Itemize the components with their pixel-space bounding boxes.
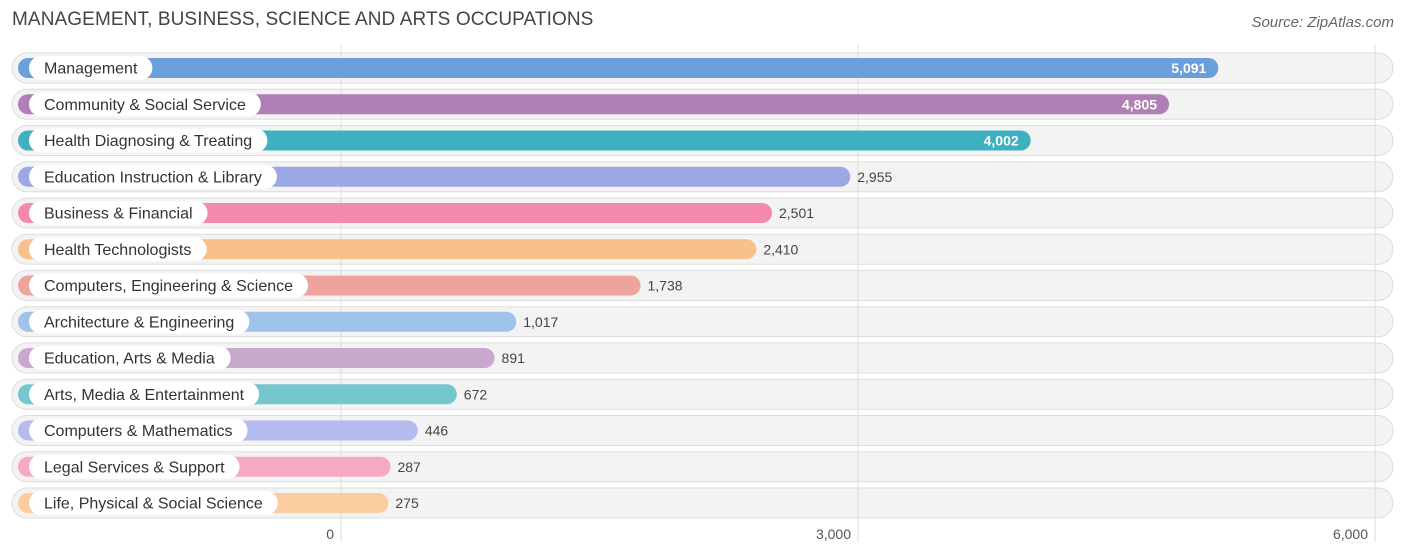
- category-label: Health Diagnosing & Treating: [44, 133, 252, 150]
- value-label: 1,738: [648, 278, 683, 294]
- category-label-pill: [29, 128, 268, 153]
- value-label: 4,805: [1122, 96, 1157, 112]
- value-label: 5,091: [1171, 60, 1206, 76]
- category-label: Health Technologists: [44, 242, 191, 259]
- category-label-pill: [29, 237, 207, 262]
- category-label: Management: [44, 61, 138, 78]
- category-label-pill: [29, 92, 261, 117]
- category-label-pill: [29, 346, 231, 370]
- category-label-pill: [29, 201, 208, 225]
- bar: [18, 58, 1219, 78]
- category-label-pill: [29, 418, 248, 443]
- category-label-pill: [29, 491, 278, 515]
- category-label: Architecture & Engineering: [44, 314, 234, 331]
- value-label: 891: [502, 350, 526, 366]
- category-label: Legal Services & Support: [44, 459, 225, 476]
- chart-title: MANAGEMENT, BUSINESS, SCIENCE AND ARTS O…: [12, 9, 594, 30]
- category-label-pill: [29, 454, 240, 479]
- value-label: 287: [397, 459, 421, 475]
- bar: [18, 130, 1031, 151]
- category-label: Computers, Engineering & Science: [44, 278, 293, 295]
- source-label: Source: ZipAtlas.com: [1251, 14, 1394, 31]
- value-label: 446: [425, 423, 449, 439]
- x-tick-label: 0: [326, 526, 334, 542]
- category-label-pill: [29, 382, 260, 407]
- category-label: Computers & Mathematics: [44, 423, 233, 440]
- value-label: 4,002: [984, 133, 1019, 149]
- value-label: 2,410: [763, 241, 798, 257]
- value-label: 2,501: [779, 205, 814, 221]
- category-label: Life, Physical & Social Science: [44, 496, 263, 513]
- category-label-pill: [29, 309, 250, 334]
- category-label: Business & Financial: [44, 206, 193, 223]
- category-label: Education Instruction & Library: [44, 169, 262, 186]
- x-tick-label: 6,000: [1333, 526, 1368, 542]
- category-label-pill: [29, 164, 277, 189]
- category-label-pill: [29, 273, 309, 298]
- category-label: Community & Social Service: [44, 97, 246, 114]
- category-label: Arts, Media & Entertainment: [44, 387, 245, 404]
- bar: [18, 203, 773, 223]
- value-label: 275: [395, 495, 419, 511]
- category-label-pill: [29, 56, 153, 80]
- category-label: Education, Arts & Media: [44, 351, 215, 368]
- x-tick-label: 3,000: [816, 526, 851, 542]
- value-label: 2,955: [857, 169, 892, 185]
- bar: [18, 94, 1170, 115]
- value-label: 1,017: [523, 314, 558, 330]
- value-label: 672: [464, 386, 488, 402]
